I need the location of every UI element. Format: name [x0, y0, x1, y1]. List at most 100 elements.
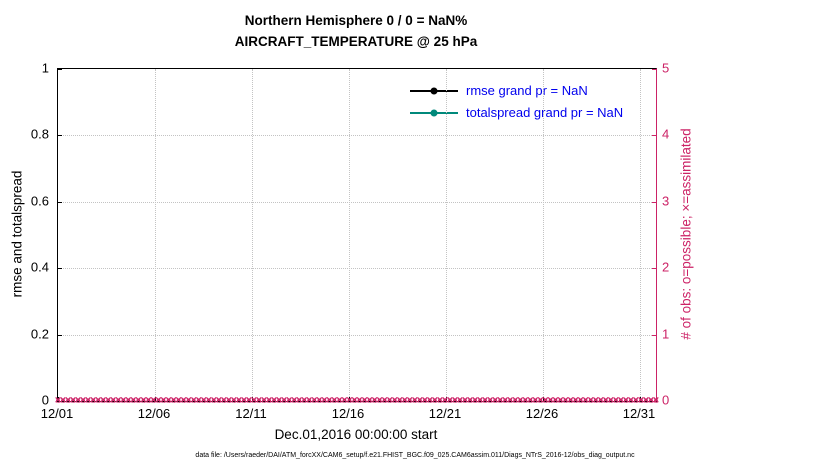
obs-assimilated-marker-icon: ×	[371, 394, 378, 407]
obs-assimilated-marker-icon: ×	[64, 394, 72, 407]
y-right-tick-mark	[652, 135, 656, 137]
obs-assimilated-marker-icon: ×	[351, 394, 358, 407]
obs-possible-marker-icon: o	[643, 396, 649, 405]
obs-assimilated-marker-icon: ×	[316, 394, 323, 407]
obs-assimilated-marker-icon: ×	[230, 394, 238, 407]
obs-assimilated-marker-icon: ×	[577, 394, 584, 407]
legend-sample	[410, 81, 458, 100]
obs-assimilated-marker-icon: ×	[89, 394, 97, 407]
legend-marker-circle-icon	[430, 87, 438, 94]
obs-possible-marker-icon: o	[638, 396, 644, 405]
obs-assimilated-marker-icon: ×	[602, 394, 609, 407]
obs-possible-marker-icon: o	[387, 396, 392, 405]
obs-possible-marker-icon: o	[568, 396, 573, 405]
grid-line-horizontal	[58, 201, 656, 203]
obs-possible-marker-icon: o	[477, 396, 483, 405]
y-left-tick-label: 0.4	[30, 259, 49, 275]
grid-line-vertical	[155, 69, 156, 401]
obs-possible-marker-icon: o	[176, 396, 181, 405]
y-right-tick-label: 5	[662, 60, 670, 76]
obs-possible-marker-icon: o	[367, 396, 372, 405]
obs-possible-marker-icon: o	[437, 396, 443, 405]
obs-possible-marker-icon: o	[276, 396, 282, 405]
obs-assimilated-marker-icon: ×	[431, 394, 439, 407]
obs-assimilated-marker-icon: ×	[265, 394, 273, 407]
obs-possible-marker-icon: o	[327, 396, 332, 405]
obs-possible-marker-icon: o	[578, 396, 583, 405]
obs-possible-marker-icon: o	[417, 396, 423, 405]
y-right-tick-label: 1	[662, 326, 670, 342]
obs-possible-marker-icon: o	[593, 396, 598, 405]
obs-assimilated-marker-icon: ×	[306, 394, 313, 407]
obs-possible-marker-icon: o	[271, 396, 277, 405]
obs-possible-marker-icon: o	[166, 396, 171, 405]
obs-possible-marker-icon: o	[613, 396, 619, 405]
obs-possible-marker-icon: o	[362, 396, 367, 405]
obs-assimilated-marker-icon: ×	[311, 394, 318, 407]
obs-possible-marker-icon: o	[191, 396, 196, 405]
obs-possible-marker-icon: o	[432, 396, 438, 405]
obs-possible-marker-icon: o	[136, 396, 141, 405]
legend-marker-circle-icon	[430, 109, 438, 116]
obs-assimilated-marker-icon: ×	[582, 394, 589, 407]
obs-assimilated-marker-icon: ×	[491, 394, 499, 407]
obs-assimilated-marker-icon: ×	[396, 394, 403, 407]
obs-assimilated-marker-icon: ×	[376, 394, 383, 407]
obs-possible-marker-icon: o	[648, 396, 654, 405]
obs-possible-marker-icon: o	[357, 396, 362, 405]
obs-possible-marker-icon: o	[111, 396, 116, 405]
obs-assimilated-marker-icon: ×	[567, 394, 574, 407]
y-left-tick-mark	[58, 268, 62, 270]
obs-assimilated-marker-icon: ×	[140, 394, 147, 407]
legend-entry: totalspread grand pr = NaN	[410, 103, 623, 122]
obs-assimilated-marker-icon: ×	[587, 394, 594, 407]
obs-assimilated-marker-icon: ×	[215, 394, 223, 407]
obs-assimilated-marker-icon: ×	[542, 394, 549, 407]
obs-assimilated-marker-icon: ×	[421, 394, 429, 407]
obs-possible-marker-icon: o	[347, 396, 352, 405]
obs-possible-marker-icon: o	[201, 396, 206, 405]
y-left-tick-label: 0.8	[30, 126, 49, 142]
obs-possible-marker-icon: o	[106, 396, 111, 405]
obs-possible-marker-icon: o	[603, 396, 608, 405]
y-right-tick-label: 2	[662, 259, 670, 275]
obs-possible-marker-icon: o	[80, 396, 86, 405]
legend: rmse grand pr = NaN totalspread grand pr…	[410, 81, 623, 122]
obs-assimilated-marker-icon: ×	[59, 394, 67, 407]
obs-assimilated-marker-icon: ×	[632, 394, 640, 407]
obs-assimilated-marker-icon: ×	[240, 394, 248, 407]
y-left-tick-label: 0	[41, 392, 49, 408]
obs-possible-marker-icon: o	[322, 396, 327, 405]
obs-assimilated-marker-icon: ×	[552, 394, 559, 407]
obs-possible-marker-icon: o	[151, 396, 156, 405]
obs-assimilated-marker-icon: ×	[522, 394, 529, 407]
obs-possible-marker-icon: o	[427, 396, 433, 405]
obs-possible-marker-icon: o	[121, 396, 126, 405]
chart-title: Northern Hemisphere 0 / 0 = NaN%	[244, 13, 468, 28]
obs-possible-marker-icon: o	[85, 396, 91, 405]
obs-assimilated-marker-icon: ×	[476, 394, 484, 407]
obs-possible-marker-icon: o	[161, 396, 166, 405]
x-tick-label: 12/31	[622, 406, 656, 421]
obs-assimilated-marker-icon: ×	[155, 394, 162, 407]
obs-possible-marker-icon: o	[186, 396, 191, 405]
obs-possible-marker-icon: o	[543, 396, 548, 405]
grid-line-horizontal	[58, 268, 656, 270]
x-tick-label: 12/21	[428, 406, 462, 421]
obs-possible-marker-icon: o	[146, 396, 151, 405]
obs-possible-marker-icon: o	[296, 396, 302, 405]
obs-assimilated-marker-icon: ×	[125, 394, 132, 407]
obs-assimilated-marker-icon: ×	[637, 394, 645, 407]
obs-assimilated-marker-icon: ×	[175, 394, 182, 407]
obs-possible-marker-icon: o	[608, 396, 613, 405]
obs-possible-marker-icon: o	[588, 396, 593, 405]
obs-assimilated-marker-icon: ×	[461, 394, 469, 407]
obs-possible-marker-icon: o	[518, 396, 523, 405]
obs-assimilated-marker-icon: ×	[260, 394, 268, 407]
obs-assimilated-marker-icon: ×	[321, 394, 328, 407]
obs-possible-marker-icon: o	[75, 396, 81, 405]
obs-possible-marker-icon: o	[563, 396, 568, 405]
y-left-tick-mark	[58, 334, 62, 336]
grid-line-horizontal	[58, 334, 656, 336]
y-right-tick-mark	[652, 401, 656, 402]
